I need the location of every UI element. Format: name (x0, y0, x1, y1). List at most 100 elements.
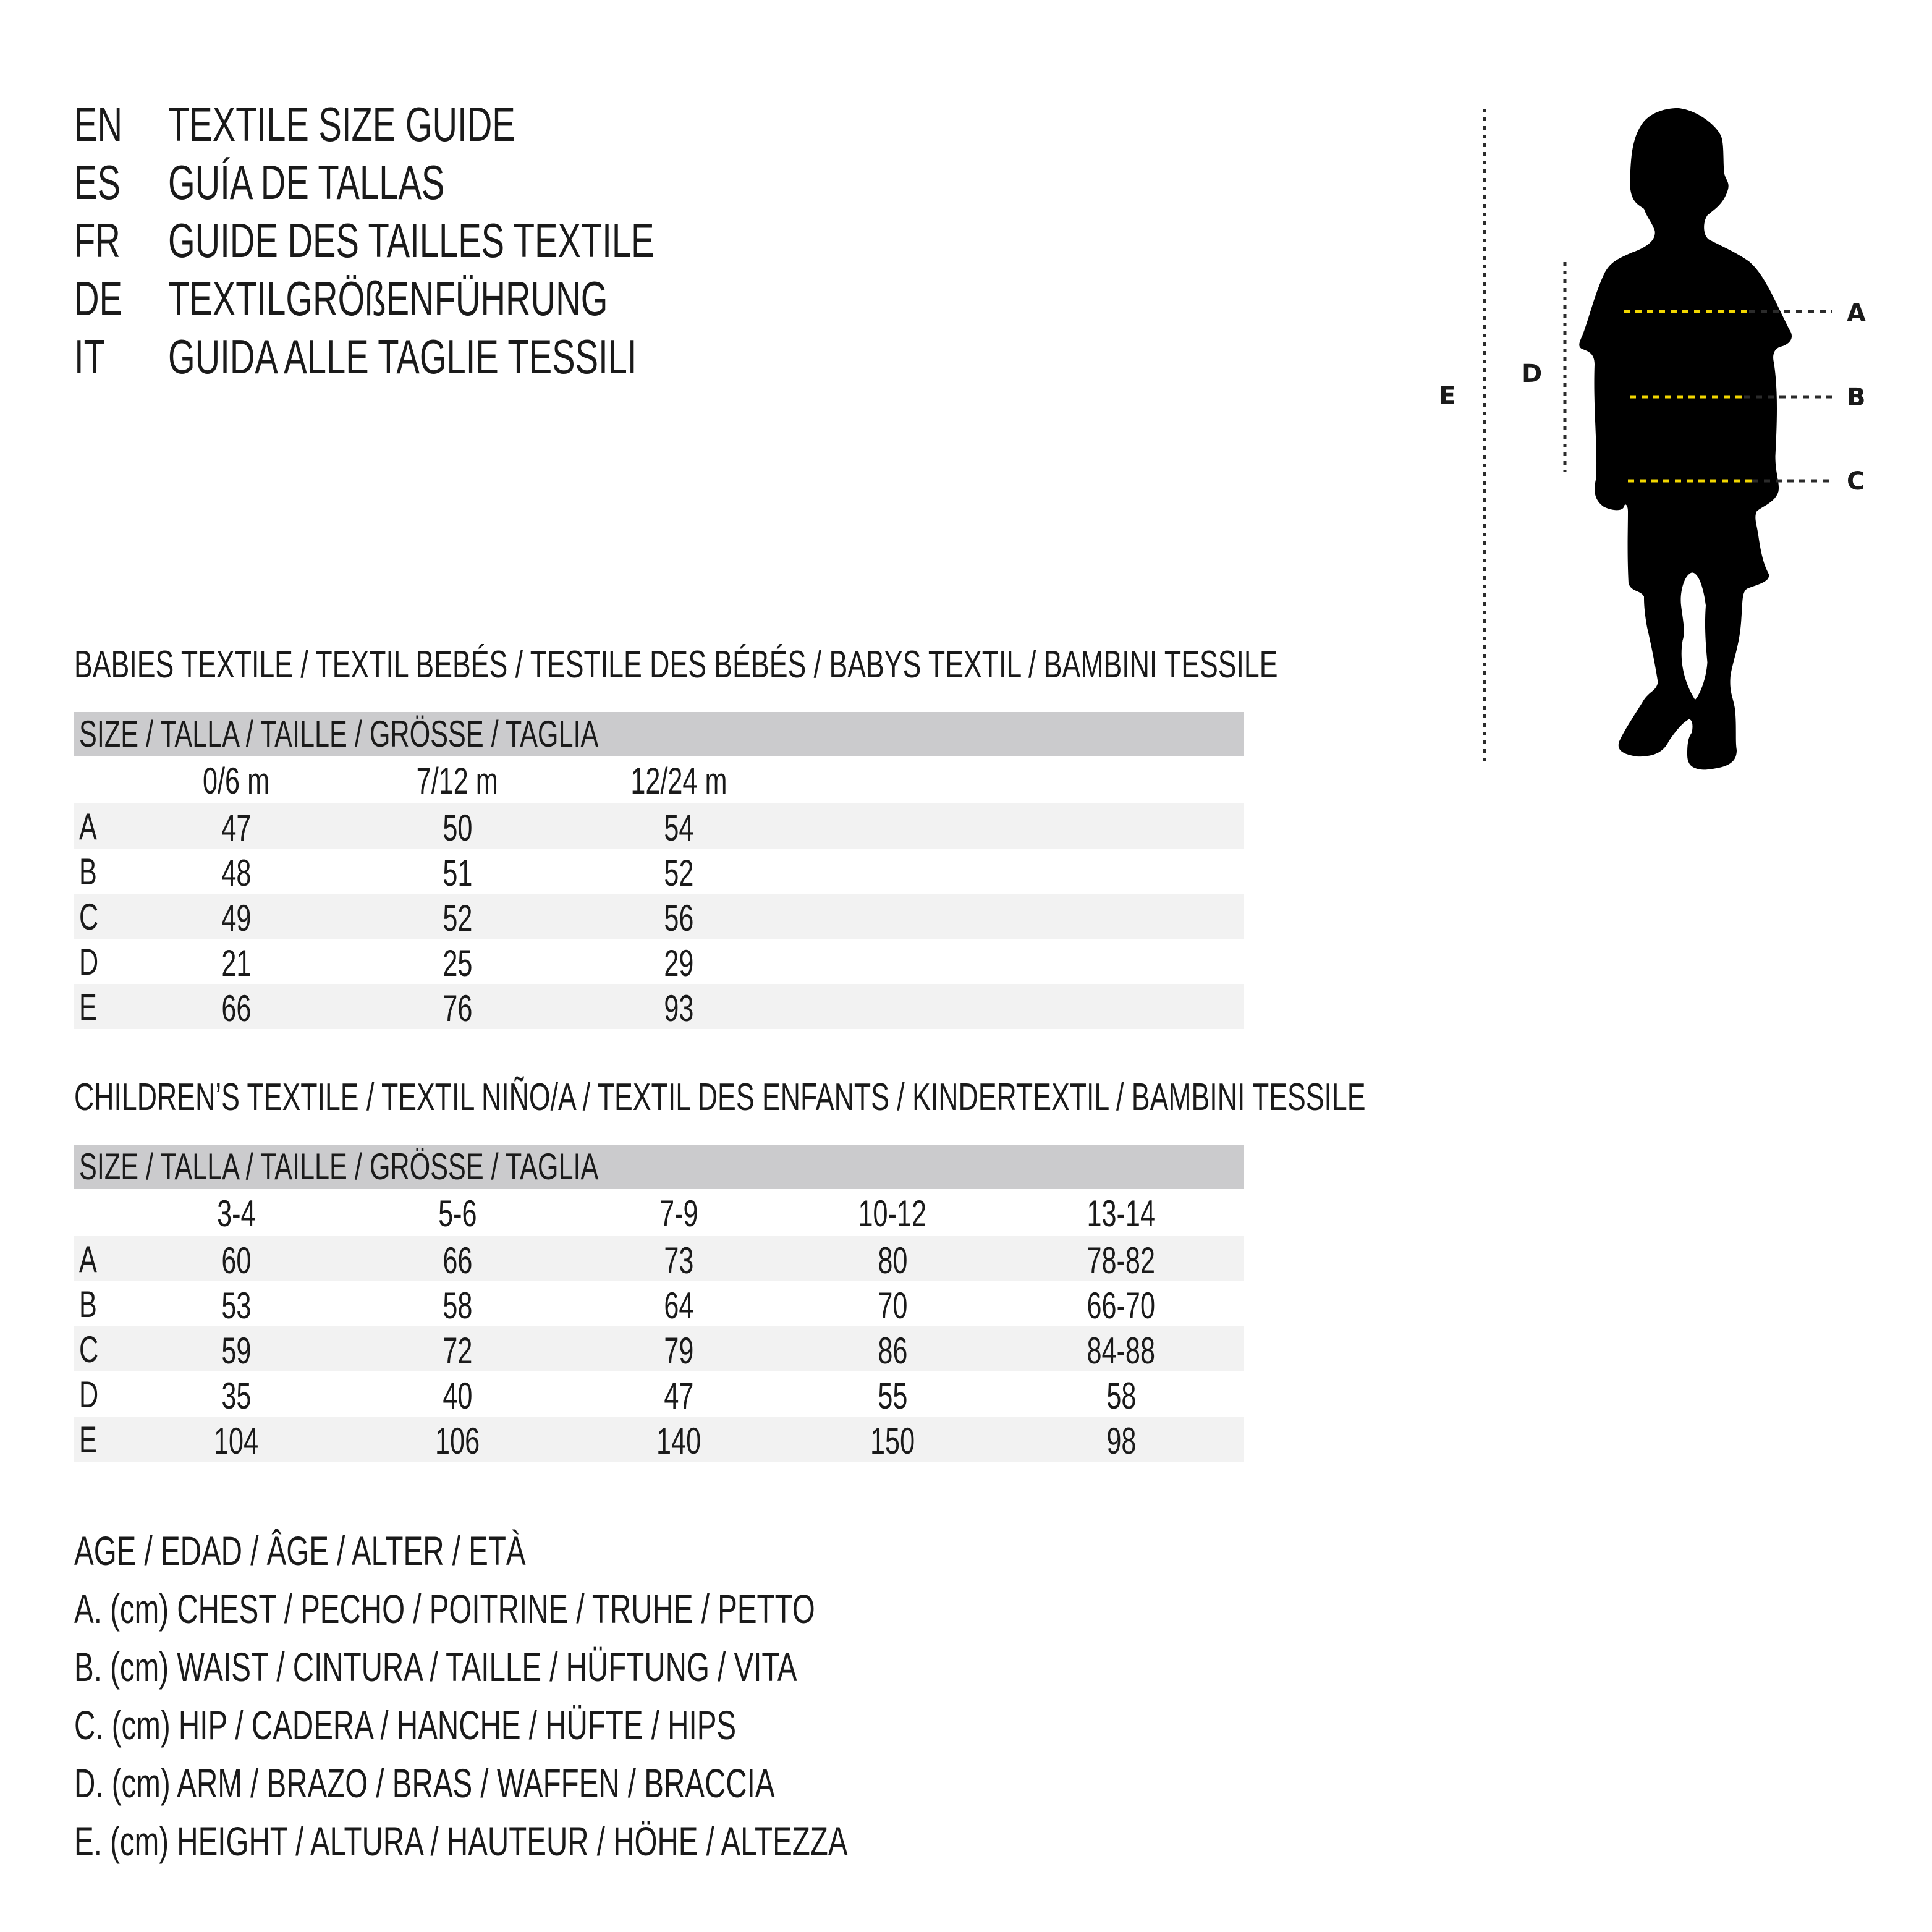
table-cell-text: 76 (442, 988, 473, 1029)
table-cell: 52 (586, 849, 771, 894)
table-row: E 104 106 140 150 98 (74, 1417, 1244, 1462)
table-row: D 21 25 29 (74, 939, 1244, 984)
table-cell: 70 (800, 1281, 985, 1326)
table-cell: 53 (143, 1281, 329, 1326)
row-label: E (79, 1417, 104, 1464)
section-title: BABIES TEXTILE / TEXTIL BEBÉS / TESTILE … (74, 640, 1746, 690)
table-cell-text: 51 (442, 852, 473, 894)
table-cell: 59 (143, 1326, 329, 1371)
table-cell-text: 58 (1106, 1375, 1137, 1417)
row-label-text: D (79, 1374, 99, 1415)
table-cell-text: 70 (877, 1285, 908, 1326)
size-header-text: SIZE / TALLA / TAILLE / GRÖSSE / TAGLIA (79, 1146, 599, 1187)
table-cell: 58 (1028, 1371, 1214, 1417)
guide-title: TEXTILGRÖßENFÜHRUNG (168, 269, 779, 328)
legend-item: A. (cm) CHEST / PECHO / POITRINE / TRUHE… (74, 1580, 1103, 1638)
column-header-text: 5-6 (438, 1193, 477, 1234)
row-label: C (79, 894, 106, 941)
label-c: C (1847, 467, 1865, 496)
column-header: 0/6 m (143, 756, 329, 802)
language-code-text: ES (74, 155, 121, 210)
row-label-text: A (79, 806, 97, 847)
column-header-text: 12/24 m (630, 760, 727, 802)
language-code-text: FR (74, 213, 121, 268)
row-label: A (79, 1236, 104, 1283)
table-cell: 55 (800, 1371, 985, 1417)
table-row: C 49 52 56 (74, 894, 1244, 939)
size-header-bar: SIZE / TALLA / TAILLE / GRÖSSE / TAGLIA (74, 1145, 1244, 1189)
row-label: B (79, 1281, 104, 1328)
table-cell: 80 (800, 1236, 985, 1281)
language-code-text: EN (74, 97, 123, 151)
label-e: E (1439, 382, 1455, 410)
label-d: D (1522, 360, 1542, 388)
size-figure: A B C D E (1439, 108, 1866, 770)
table-cell: 84-88 (1028, 1326, 1214, 1371)
legend-item-text: D. (cm) ARM / BRAZO / BRAS / WAFFEN / BR… (74, 1760, 775, 1806)
table-cell: 66 (365, 1236, 550, 1281)
language-code: ES (74, 153, 138, 211)
column-header-text: 13-14 (1087, 1193, 1156, 1234)
table-cell-text: 54 (663, 807, 694, 849)
table-row: E 66 76 93 (74, 984, 1244, 1029)
column-header-text: 7/12 m (416, 760, 499, 802)
table-cell-text: 86 (877, 1330, 908, 1371)
table-cell-text: 25 (442, 943, 473, 984)
table-cell: 79 (586, 1326, 771, 1371)
row-label-text: B (79, 1284, 97, 1325)
guide-title-text: GUIDA ALLE TAGLIE TESSILI (168, 329, 637, 384)
label-a: A (1847, 299, 1866, 328)
table-cell-text: 93 (663, 988, 694, 1029)
table-cell: 49 (143, 894, 329, 939)
row-label-text: C (79, 896, 99, 938)
row-label: C (79, 1326, 106, 1373)
row-label-text: E (79, 1419, 97, 1460)
legend-item: C. (cm) HIP / CADERA / HANCHE / HÜFTE / … (74, 1696, 994, 1754)
column-header: 10-12 (800, 1189, 985, 1234)
guide-title-text: GUIDE DES TAILLES TEXTILE (168, 213, 655, 268)
column-header-row: 3-4 5-6 7-9 10-12 13-14 (74, 1189, 1244, 1234)
guide-title-text: GUÍA DE TALLAS (168, 155, 445, 210)
table-cell-text: 79 (663, 1330, 694, 1371)
size-header-bar: SIZE / TALLA / TAILLE / GRÖSSE / TAGLIA (74, 712, 1244, 756)
table-cell: 48 (143, 849, 329, 894)
table-cell: 52 (365, 894, 550, 939)
column-header: 5-6 (365, 1189, 550, 1234)
guide-title-text: TEXTILGRÖßENFÜHRUNG (168, 271, 608, 326)
table-cell: 25 (365, 939, 550, 984)
language-code: IT (74, 328, 117, 386)
table-cell-text: 78-82 (1087, 1240, 1156, 1281)
table-cell-text: 66 (442, 1240, 473, 1281)
table-cell-text: 106 (434, 1420, 480, 1462)
table-cell: 72 (365, 1326, 550, 1371)
legend-item-text: E. (cm) HEIGHT / ALTURA / HAUTEUR / HÖHE… (74, 1818, 848, 1864)
row-label-text: E (79, 986, 97, 1028)
table-cell: 29 (586, 939, 771, 984)
section-title-text: BABIES TEXTILE / TEXTIL BEBÉS / TESTILE … (74, 643, 1278, 686)
column-header: 3-4 (143, 1189, 329, 1234)
column-header-text: 10-12 (858, 1193, 927, 1234)
legend-item-text: B. (cm) WAIST / CINTURA / TAILLE / HÜFTU… (74, 1644, 797, 1690)
table-cell-text: 140 (656, 1420, 701, 1462)
table-cell-text: 64 (663, 1285, 694, 1326)
legend-item: D. (cm) ARM / BRAZO / BRAS / WAFFEN / BR… (74, 1754, 1047, 1812)
table-cell: 60 (143, 1236, 329, 1281)
label-b: B (1847, 383, 1866, 412)
table-cell-text: 29 (663, 943, 694, 984)
language-code: FR (74, 211, 138, 269)
table-cell: 150 (800, 1417, 985, 1462)
table-row: B 48 51 52 (74, 849, 1244, 894)
column-header-text: 7-9 (659, 1193, 698, 1234)
table-row: B 53 58 64 70 66-70 (74, 1281, 1244, 1326)
table-cell: 50 (365, 803, 550, 849)
row-label: B (79, 849, 104, 896)
table-cell-text: 72 (442, 1330, 473, 1371)
table-cell-text: 48 (221, 852, 252, 894)
row-label-text: A (79, 1239, 97, 1280)
table-cell-text: 49 (221, 897, 252, 939)
table-cell-text: 50 (442, 807, 473, 849)
column-header-row: 0/6 m 7/12 m 12/24 m (74, 756, 1244, 802)
table-row: C 59 72 79 86 84-88 (74, 1326, 1244, 1371)
table-cell: 106 (365, 1417, 550, 1462)
table-cell: 66 (143, 984, 329, 1029)
